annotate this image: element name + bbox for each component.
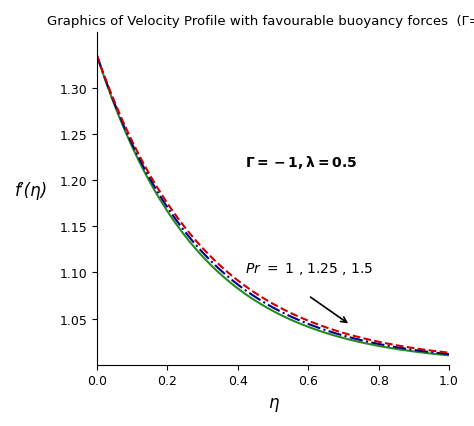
Pr=1.25 [302, 320, 308, 325]
Line: Pr=1: Pr=1 [97, 56, 449, 356]
Pr=1.5 [413, 346, 419, 351]
Pr=1.5 [302, 317, 308, 322]
Text: $\bf{\Gamma}$$\bf{=-1, \lambda = 0.5}$: $\bf{\Gamma}$$\bf{=-1, \lambda = 0.5}$ [245, 154, 357, 171]
Pr=1 [304, 324, 310, 329]
Y-axis label: f′(η): f′(η) [15, 181, 48, 199]
Pr=1.5 [446, 350, 452, 355]
Pr=1 [302, 323, 308, 328]
Line: Pr=1.25: Pr=1.25 [97, 56, 449, 354]
Pr=1 [310, 326, 315, 331]
X-axis label: η: η [268, 393, 278, 411]
Pr=1 [391, 346, 397, 351]
Pr=1.5 [391, 343, 397, 348]
Pr=1 [94, 54, 100, 59]
Pr=1.5 [94, 54, 100, 59]
Line: Pr=1.5: Pr=1.5 [97, 56, 449, 353]
Pr=1.25 [310, 323, 315, 328]
Pr=1.5 [95, 57, 101, 62]
Pr=1.25 [94, 54, 100, 59]
Pr=1.25 [304, 321, 310, 326]
Pr=1.25 [391, 344, 397, 349]
Text: $\it{Pr}$ $=$ $\it{1}$ , $\it{1.25}$ , $\it{1.5}$: $\it{Pr}$ $=$ $\it{1}$ , $\it{1.25}$ , $… [245, 261, 373, 277]
Pr=1 [95, 58, 101, 63]
Pr=1.25 [95, 57, 101, 62]
Pr=1.25 [413, 348, 419, 353]
Pr=1.5 [310, 320, 315, 325]
Pr=1.5 [304, 318, 310, 323]
Title: Graphics of Velocity Profile with favourable buoyancy forces  (Γ=-1): Graphics of Velocity Profile with favour… [47, 15, 474, 28]
Pr=1 [413, 349, 419, 354]
Pr=1.25 [446, 352, 452, 357]
Pr=1 [446, 353, 452, 358]
